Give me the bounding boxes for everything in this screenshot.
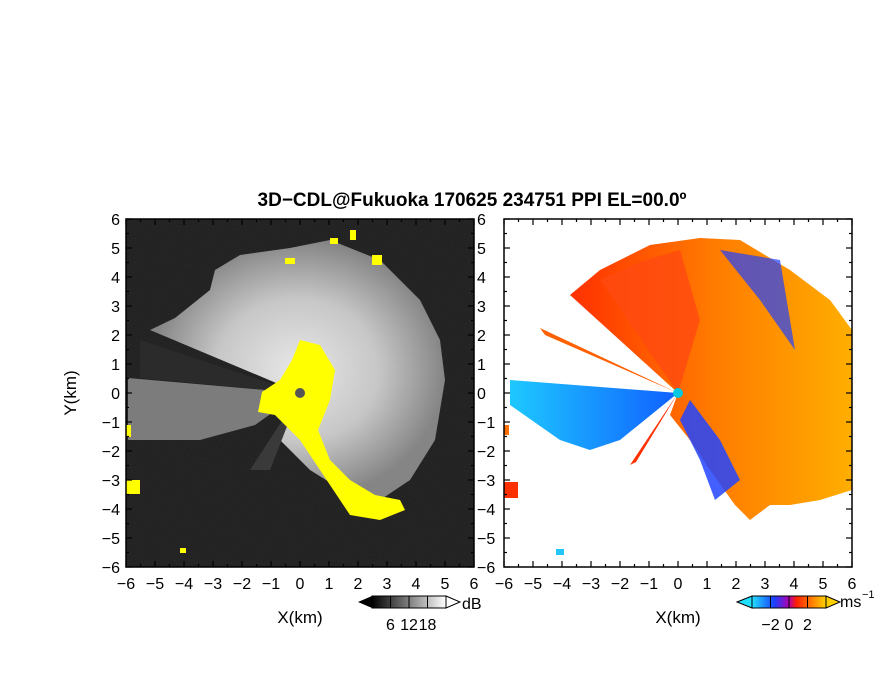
x-tick-label: 2 (354, 576, 363, 593)
x-tick-label: −2 (233, 576, 251, 593)
x-tick-label: 1 (325, 576, 334, 593)
x-tick-label: −3 (204, 576, 222, 593)
velocity-colorbar-ticks: −2 0 2 (761, 596, 812, 634)
reflectivity-xlabel: X(km) (277, 608, 322, 627)
y-tick-label-right: 6 (477, 212, 486, 229)
x-tick-label: 5 (819, 576, 828, 593)
x-tick-label: 2 (732, 576, 741, 593)
y-tick-label-right: 1 (477, 357, 486, 374)
x-tick-label: −1 (262, 576, 280, 593)
x-tick-label: 4 (790, 576, 799, 593)
y-tick-label: 2 (111, 328, 120, 345)
x-tick-label: −2 (611, 576, 629, 593)
y-tick-label-right: −1 (477, 415, 495, 432)
reflectivity-axes: −6 −5 −4 −3 −2 −1 0 1 2 3 4 5 66 65 54 43 32 21 10 0−1 −1−2−… (102, 212, 496, 593)
x-tick-label: 6 (470, 576, 479, 593)
y-tick-label: −3 (102, 473, 120, 490)
x-tick-label: 0 (674, 576, 683, 593)
y-tick-label: 5 (111, 241, 120, 258)
reflectivity-panel: −6 −5 −4 −3 −2 −1 0 1 2 3 4 5 66 65 54 43 32 21 10 0−1 −1−2−… (61, 212, 495, 634)
y-tick-label: −5 (102, 531, 120, 548)
x-tick-label: −5 (524, 576, 542, 593)
velocity-colorbar-label: ms (840, 594, 861, 611)
y-tick-label: −1 (102, 415, 120, 432)
y-tick-label: 4 (111, 270, 120, 287)
x-tick-label: −3 (582, 576, 600, 593)
y-tick-label: 6 (111, 212, 120, 229)
y-tick-label-right: −3 (477, 473, 495, 490)
x-tick-label: −4 (553, 576, 571, 593)
x-tick-label: 3 (761, 576, 770, 593)
y-tick-label-right: 4 (477, 270, 486, 287)
colorbar-tick-label: 18 (419, 617, 437, 634)
x-tick-label: 5 (441, 576, 450, 593)
y-tick-label: 1 (111, 357, 120, 374)
y-tick-label-right: 5 (477, 241, 486, 258)
y-tick-label-right: −2 (477, 444, 495, 461)
reflectivity-image (126, 219, 474, 567)
x-tick-label: 0 (296, 576, 305, 593)
y-tick-label: −2 (102, 444, 120, 461)
x-tick-label: −4 (175, 576, 193, 593)
colorbar-tick-label: 2 (803, 617, 812, 634)
reflectivity-colorbar-ticks: 6 12 18 (386, 596, 437, 634)
velocity-axes: −6 −5 −4 −3 −2 −1 0 1 2 3 4 5 6 (495, 218, 857, 593)
x-tick-label: −6 (495, 576, 513, 593)
colorbar-tick-label: −2 (761, 617, 779, 634)
y-tick-label-right: −4 (477, 502, 495, 519)
y-tick-label-right: −5 (477, 531, 495, 548)
x-tick-label: 1 (703, 576, 712, 593)
y-tick-label-right: 2 (477, 328, 486, 345)
colorbar-tick-label: 12 (400, 617, 418, 634)
x-tick-label: −1 (640, 576, 658, 593)
reflectivity-colorbar: 6 12 18 dB (358, 595, 482, 634)
y-tick-label: 3 (111, 299, 120, 316)
x-tick-label: −6 (117, 576, 135, 593)
velocity-xlabel: X(km) (655, 608, 700, 627)
velocity-image (504, 219, 852, 567)
y-tick-label: −4 (102, 502, 120, 519)
x-tick-label: −5 (146, 576, 164, 593)
colorbar-tick-label: 6 (386, 617, 395, 634)
reflectivity-ylabel: Y(km) (61, 370, 80, 415)
reflectivity-colorbar-label: dB (462, 596, 482, 613)
velocity-panel: −6 −5 −4 −3 −2 −1 0 1 2 3 4 5 6 X(km) −2 0 2 ms −1 (495, 218, 875, 634)
colorbar-tick-label: 0 (785, 617, 794, 634)
x-tick-label: 6 (848, 576, 857, 593)
y-tick-label-right: 3 (477, 299, 486, 316)
y-tick-label-right: 0 (477, 386, 486, 403)
y-tick-label-right: −6 (477, 560, 495, 577)
x-tick-label: 4 (412, 576, 421, 593)
velocity-colorbar-label-sup: −1 (862, 589, 875, 601)
figure-title: 3D−CDL@Fukuoka 170625 234751 PPI EL=00.0… (258, 190, 687, 211)
y-tick-label: 0 (111, 386, 120, 403)
velocity-colorbar: −2 0 2 ms −1 (735, 589, 875, 634)
y-tick-label: −6 (102, 560, 120, 577)
x-tick-label: 3 (383, 576, 392, 593)
